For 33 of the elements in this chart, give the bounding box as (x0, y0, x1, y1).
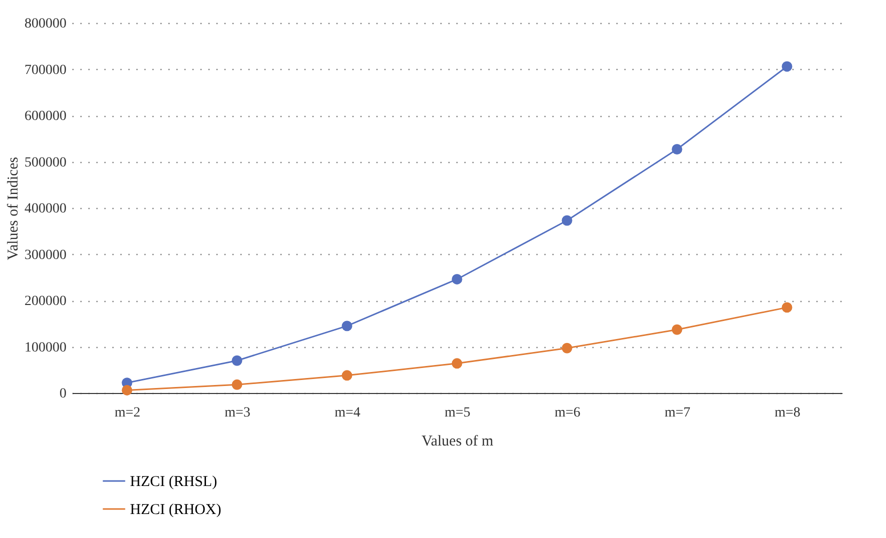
point (562, 215, 572, 226)
y-tick-label: 800000 (24, 16, 66, 32)
point (782, 61, 792, 72)
x-tick-label: m=5 (444, 406, 470, 420)
point (782, 302, 792, 313)
legend-label: HZCI (RHOX) (130, 502, 222, 518)
y-tick-label: 300000 (24, 248, 66, 263)
x-tick-label: m=7 (664, 406, 690, 420)
y-axis-title: Values of Indices (6, 156, 22, 260)
point (232, 355, 242, 366)
y-tick-label: 0 (60, 386, 66, 402)
x-tick-label: m=6 (554, 406, 580, 420)
point (672, 144, 682, 154)
y-tick-label: 600000 (24, 109, 66, 124)
y-tick-label: 500000 (24, 155, 66, 170)
x-axis-title: Values of m (422, 434, 494, 450)
point (342, 370, 352, 381)
point (342, 320, 352, 332)
x-tick-label: m=3 (224, 406, 250, 420)
x-tick-label: m=2 (114, 406, 140, 420)
point (452, 274, 462, 284)
x-tick-label: m=8 (774, 406, 800, 420)
y-tick-label: 200000 (24, 294, 66, 309)
point (122, 384, 132, 396)
x-tick-label: m=4 (334, 406, 360, 420)
y-tick-label: 100000 (24, 340, 66, 356)
point (232, 379, 242, 390)
point (452, 358, 462, 369)
y-tick-label: 400000 (24, 202, 66, 216)
point (672, 324, 682, 335)
legend-label: HZCI (RHSL) (130, 474, 218, 490)
point (562, 342, 572, 354)
y-tick-label: 700000 (24, 62, 66, 78)
